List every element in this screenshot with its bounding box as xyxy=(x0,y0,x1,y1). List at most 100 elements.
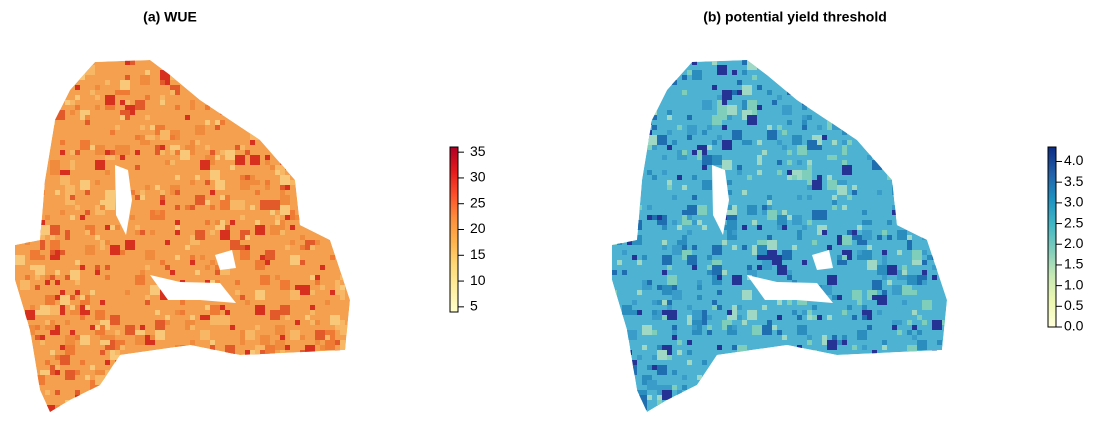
map-cell xyxy=(40,105,50,115)
map-cell xyxy=(135,225,140,230)
map-cell xyxy=(922,220,927,225)
map-cell xyxy=(135,100,145,110)
map-cell xyxy=(657,400,662,405)
map-cell xyxy=(807,140,817,150)
map-cell xyxy=(330,170,335,175)
map-cell xyxy=(677,400,682,405)
map-cell xyxy=(325,340,335,350)
map-cell xyxy=(335,140,340,145)
map-cell xyxy=(45,360,50,365)
map-cell xyxy=(772,255,782,265)
map-cell xyxy=(260,65,270,75)
map-cell xyxy=(270,225,280,235)
map-cell xyxy=(305,375,310,380)
map-cell xyxy=(792,215,802,225)
map-cell xyxy=(35,310,40,315)
map-cell xyxy=(85,190,90,195)
map-cell xyxy=(60,345,65,350)
map-cell xyxy=(75,70,85,80)
map-cell xyxy=(797,160,802,165)
map-cell xyxy=(907,245,912,250)
map-cell xyxy=(917,75,922,80)
map-cell xyxy=(265,140,270,145)
map-cell xyxy=(927,165,932,170)
map-cell xyxy=(722,90,732,100)
map-cell xyxy=(677,65,682,70)
map-cell xyxy=(85,65,95,75)
map-cell xyxy=(320,185,325,190)
map-cell xyxy=(787,170,792,175)
map-cell xyxy=(677,175,682,180)
map-cell xyxy=(345,130,350,135)
map-cell xyxy=(767,200,772,205)
map-cell xyxy=(25,200,30,205)
map-cell xyxy=(335,85,345,95)
map-cell xyxy=(882,230,887,235)
map-cell xyxy=(922,270,927,275)
map-cell xyxy=(917,70,927,80)
map xyxy=(15,60,350,412)
map-cell xyxy=(15,225,20,230)
map-cell xyxy=(20,280,30,290)
map-cell xyxy=(677,390,682,395)
map-cell xyxy=(310,320,315,325)
map-cell xyxy=(832,195,837,200)
map-cell xyxy=(30,65,40,75)
map-cell xyxy=(732,230,737,235)
map-cell xyxy=(657,135,667,145)
map-cell xyxy=(697,280,702,285)
map-cell xyxy=(662,220,667,225)
map-cell xyxy=(722,140,732,150)
map-cell xyxy=(310,310,315,315)
map-cell xyxy=(155,210,160,215)
map-cell xyxy=(285,215,290,220)
map-cell xyxy=(80,315,85,320)
map-cell xyxy=(260,370,265,375)
map-cell xyxy=(907,220,912,225)
map-cell xyxy=(612,215,617,220)
map-cell xyxy=(932,275,937,280)
map-cell xyxy=(922,130,932,140)
map-cell xyxy=(105,170,110,175)
map-cell xyxy=(627,240,632,245)
map-cell xyxy=(190,60,200,70)
map-cell xyxy=(637,260,642,265)
map-cell xyxy=(290,400,300,410)
map-cell xyxy=(887,280,892,285)
map-cell xyxy=(732,395,737,400)
map-cell xyxy=(907,365,917,375)
map-cell xyxy=(310,365,315,370)
map-cell xyxy=(110,380,115,385)
map-cell xyxy=(175,145,180,150)
map-cell xyxy=(807,335,812,340)
map-cell xyxy=(75,370,80,375)
map-cell xyxy=(617,180,627,190)
map-cell xyxy=(205,390,210,395)
map-cell xyxy=(150,125,155,130)
map-cell xyxy=(175,225,180,230)
map-cell xyxy=(335,140,340,145)
map-cell xyxy=(717,290,722,295)
map-cell xyxy=(742,290,752,300)
map-cell xyxy=(40,170,45,175)
map-cell xyxy=(130,360,135,365)
map-cell xyxy=(160,410,170,412)
map-cell xyxy=(300,245,305,250)
map-cell xyxy=(847,140,852,145)
map-cell xyxy=(642,115,647,120)
map-cell xyxy=(657,410,662,412)
map-cell xyxy=(902,215,912,225)
map-cell xyxy=(35,60,45,70)
map-cell xyxy=(35,180,40,185)
map-cell xyxy=(942,135,947,140)
map-cell xyxy=(932,400,942,410)
map-cell xyxy=(802,170,812,180)
map-cell xyxy=(662,225,667,230)
map-cell xyxy=(727,220,737,230)
map-cell xyxy=(722,375,727,380)
map-cell xyxy=(792,355,797,360)
map-cell xyxy=(105,225,110,230)
map-cell xyxy=(852,315,857,320)
map-cell xyxy=(892,190,897,195)
